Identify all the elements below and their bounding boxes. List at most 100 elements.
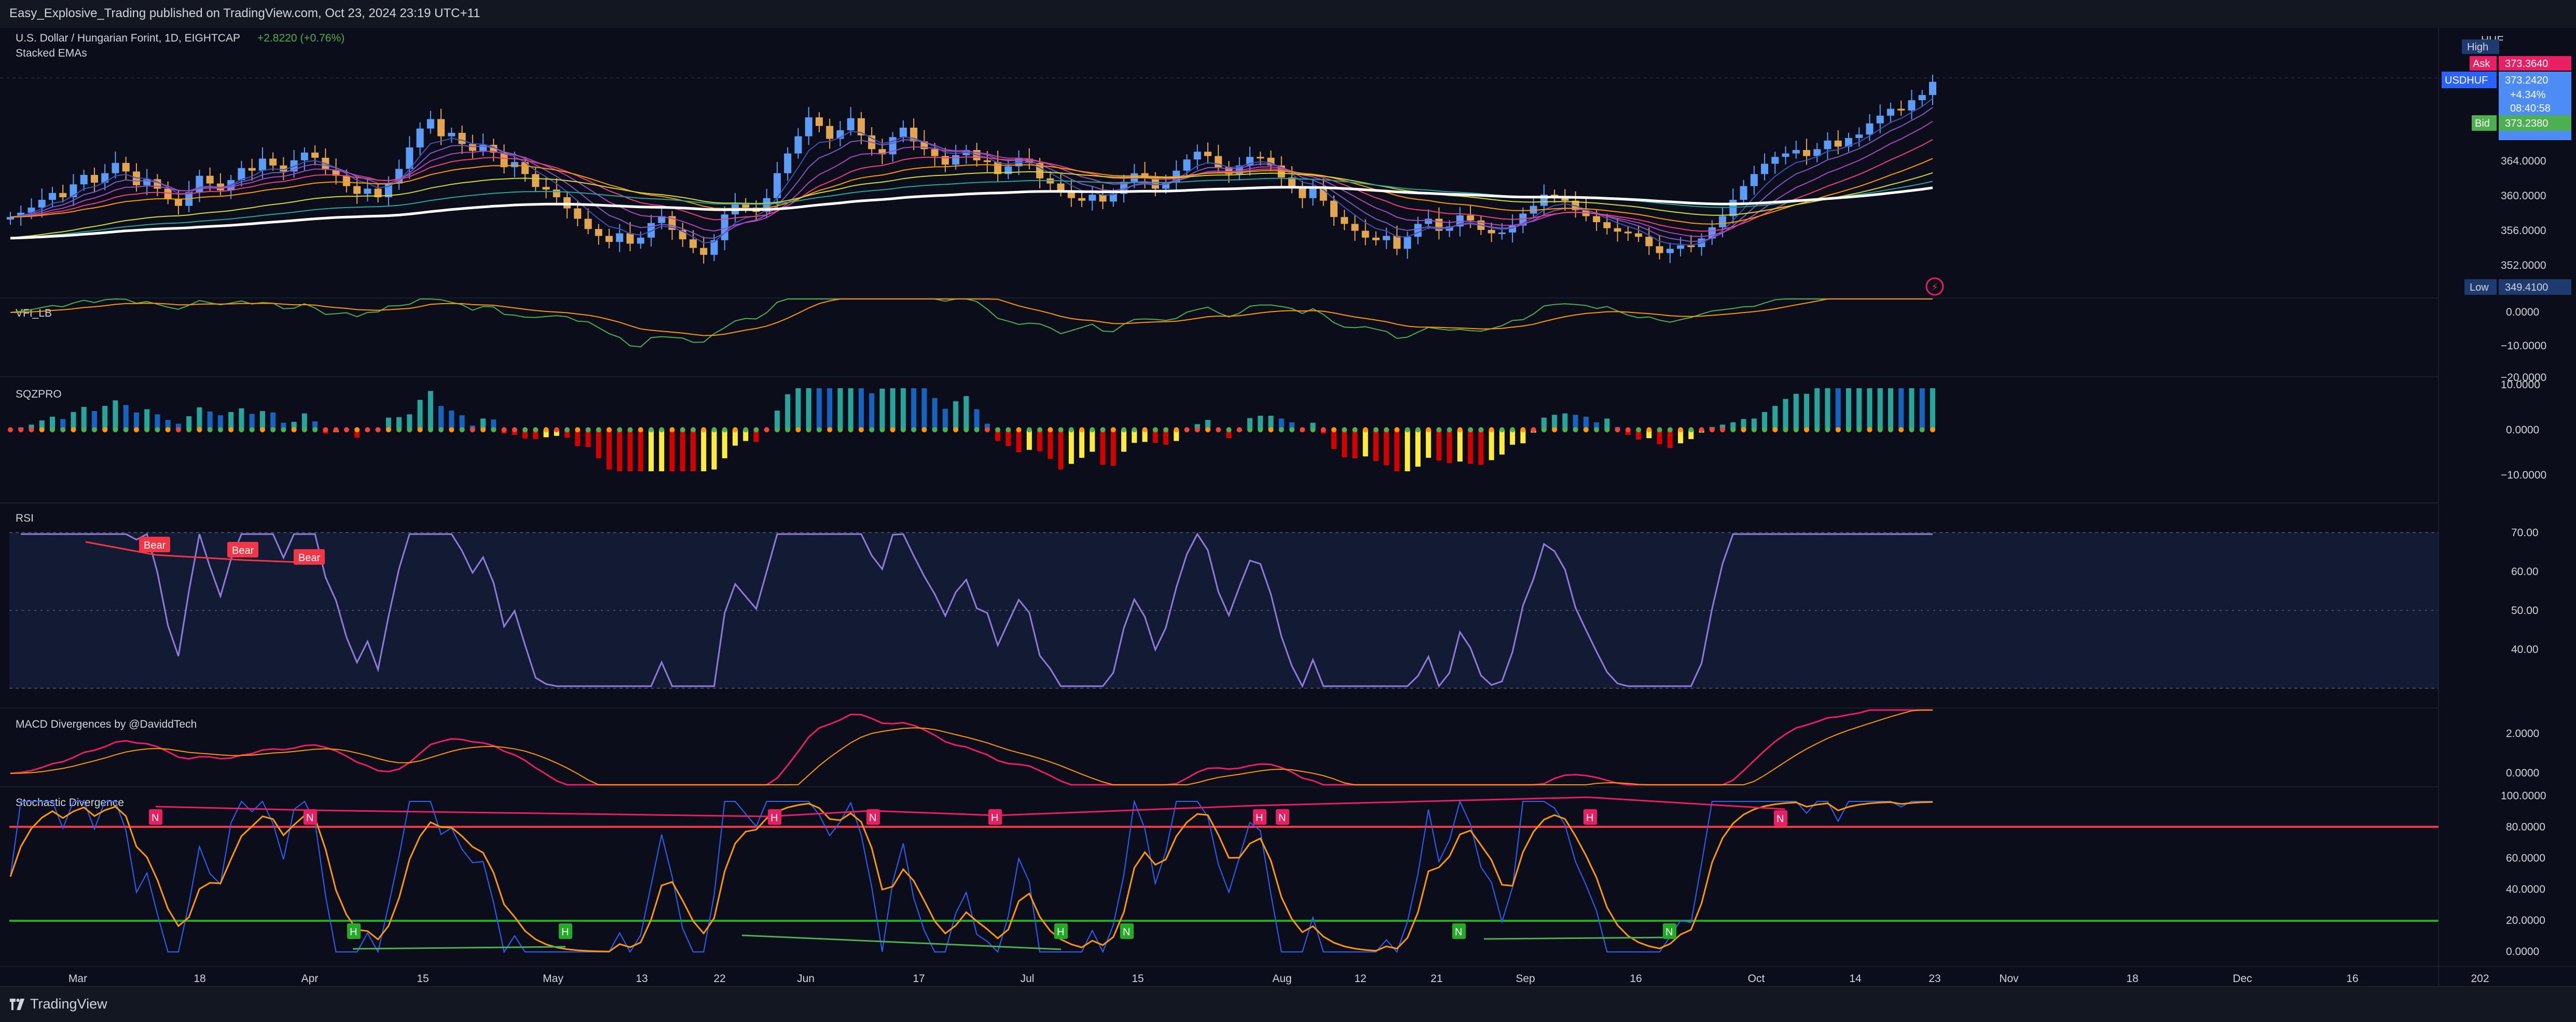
sqz-dot xyxy=(1877,427,1883,432)
sqz-bar xyxy=(113,400,118,430)
sqz-bar xyxy=(385,417,391,430)
stochastic-pane[interactable]: Stochastic Divergence N N H N H H N H N H H H N N N xyxy=(9,796,2439,953)
sqz-bar xyxy=(1384,430,1389,466)
sqz-dot xyxy=(1079,427,1085,432)
sqz-bar xyxy=(207,411,213,430)
candle-body xyxy=(342,175,350,186)
time-axis[interactable]: Mar 18 Apr 15 May 13 22 Jun 17 Jul 15 Aug 12 21 Sep 16 O… xyxy=(0,966,2576,985)
candle-body xyxy=(784,153,792,173)
rsi-tick: 50.00 xyxy=(2511,605,2539,617)
sqz-dot xyxy=(291,427,297,432)
sqz-dot xyxy=(1667,427,1673,432)
sqz-tick: 0.0000 xyxy=(2506,424,2539,436)
sqz-dot xyxy=(1362,427,1368,432)
candle-body xyxy=(101,173,109,183)
candle-body xyxy=(1393,236,1401,249)
sqzpro-pane[interactable]: SQZPRO xyxy=(8,388,1935,471)
candle-body xyxy=(164,188,172,199)
sqz-bar xyxy=(1310,423,1316,430)
vfi-pane[interactable]: VFI_LB xyxy=(10,298,1933,348)
price-pane[interactable]: U.S. Dollar / Hungarian Forint, 1D, EIGH… xyxy=(0,32,2439,296)
alert-icon[interactable] xyxy=(1925,277,1944,296)
sqz-bar xyxy=(1436,430,1442,461)
sqz-dot xyxy=(1100,427,1106,432)
candle-body xyxy=(27,207,35,213)
candle-body xyxy=(1908,100,1916,111)
sqz-bar xyxy=(1132,430,1137,443)
sqz-dot xyxy=(144,427,150,432)
stoch-divergence-marker: N xyxy=(1452,923,1466,939)
price-scale[interactable]: HUF High Ask 373.3640 USDHUF 373.2420 +4… xyxy=(2438,28,2576,986)
candle-body xyxy=(794,136,802,154)
chart-canvas[interactable]: U.S. Dollar / Hungarian Forint, 1D, EIGH… xyxy=(0,28,2576,986)
sqz-bar xyxy=(638,430,643,471)
sqz-dot xyxy=(1110,427,1116,432)
sqz-bar xyxy=(1289,422,1294,430)
sqz-dot xyxy=(1478,427,1484,432)
macd-pane[interactable]: MACD Divergences by @DaviddTech xyxy=(10,709,1933,786)
sqz-bar xyxy=(1247,418,1253,430)
sqz-dot xyxy=(974,427,980,432)
candle-body xyxy=(1215,156,1222,168)
sqz-bar xyxy=(575,430,581,446)
sqz-bar xyxy=(428,391,433,430)
stoch-bull-divergence xyxy=(352,946,566,950)
sqz-dot xyxy=(49,427,55,432)
candle-body xyxy=(500,152,508,168)
sqz-dot xyxy=(1048,427,1053,432)
sqz-dot xyxy=(1394,427,1400,432)
sqz-dot xyxy=(722,427,727,432)
candle-body xyxy=(1414,224,1422,237)
candle-body xyxy=(1813,149,1821,156)
time-axis-label: 18 xyxy=(194,973,205,985)
candle-body xyxy=(521,162,529,174)
sqzpro-title: SQZPRO xyxy=(16,388,62,400)
sqz-dot xyxy=(1447,427,1452,432)
sqz-dot xyxy=(543,427,549,432)
rsi-pane[interactable]: RSI Bear Bear Bear xyxy=(9,512,2439,689)
svg-text:H: H xyxy=(1057,926,1064,938)
candle-body xyxy=(1151,178,1159,189)
sqz-bar xyxy=(1404,430,1410,471)
sqz-bar xyxy=(659,430,665,471)
sqz-dot xyxy=(501,427,507,432)
candle-body xyxy=(122,162,130,172)
bid-value-tag xyxy=(2499,115,2571,131)
sqz-bar xyxy=(1835,388,1841,430)
time-axis-label: Jun xyxy=(797,973,815,985)
sqz-bar xyxy=(81,406,87,430)
sqz-bar xyxy=(1846,388,1852,430)
candle-body xyxy=(469,144,476,151)
publish-header: Easy_Explosive_Trading published on Trad… xyxy=(0,0,2576,28)
sqz-dot xyxy=(343,427,349,432)
sqz-dot xyxy=(1814,427,1820,432)
tradingview-brand[interactable]: TradingView xyxy=(9,996,107,1012)
svg-text:Bear: Bear xyxy=(144,540,166,551)
sqz-dot xyxy=(1037,427,1043,432)
candle-body xyxy=(542,187,550,190)
sqz-dot xyxy=(1352,427,1358,432)
sqz-bar xyxy=(259,411,265,430)
vfi-tick: 0.0000 xyxy=(2506,306,2539,318)
sqz-bar xyxy=(1552,415,1558,430)
candle-body xyxy=(280,165,287,172)
sqz-bar xyxy=(522,430,528,439)
svg-text:N: N xyxy=(869,812,876,824)
sqz-dot xyxy=(711,427,717,432)
stoch-tick: 100.0000 xyxy=(2501,790,2546,802)
sqz-dot xyxy=(1783,427,1788,432)
sqz-dot xyxy=(155,427,160,432)
low-value: 349.4100 xyxy=(2505,282,2548,293)
sqz-dot xyxy=(879,427,885,432)
stoch-divergence-marker: H xyxy=(1054,923,1068,939)
sqz-bar xyxy=(827,388,833,430)
sqz-dot xyxy=(1709,427,1715,432)
sqz-tick: 10.0000 xyxy=(2501,379,2540,391)
candle-body xyxy=(7,217,14,220)
sqz-dot xyxy=(942,427,948,432)
sqz-bar xyxy=(953,401,959,430)
candle-body xyxy=(311,152,319,158)
sqz-dot xyxy=(1016,427,1022,432)
ema-line xyxy=(10,139,1933,232)
time-axis-label: 202 xyxy=(2471,973,2489,985)
